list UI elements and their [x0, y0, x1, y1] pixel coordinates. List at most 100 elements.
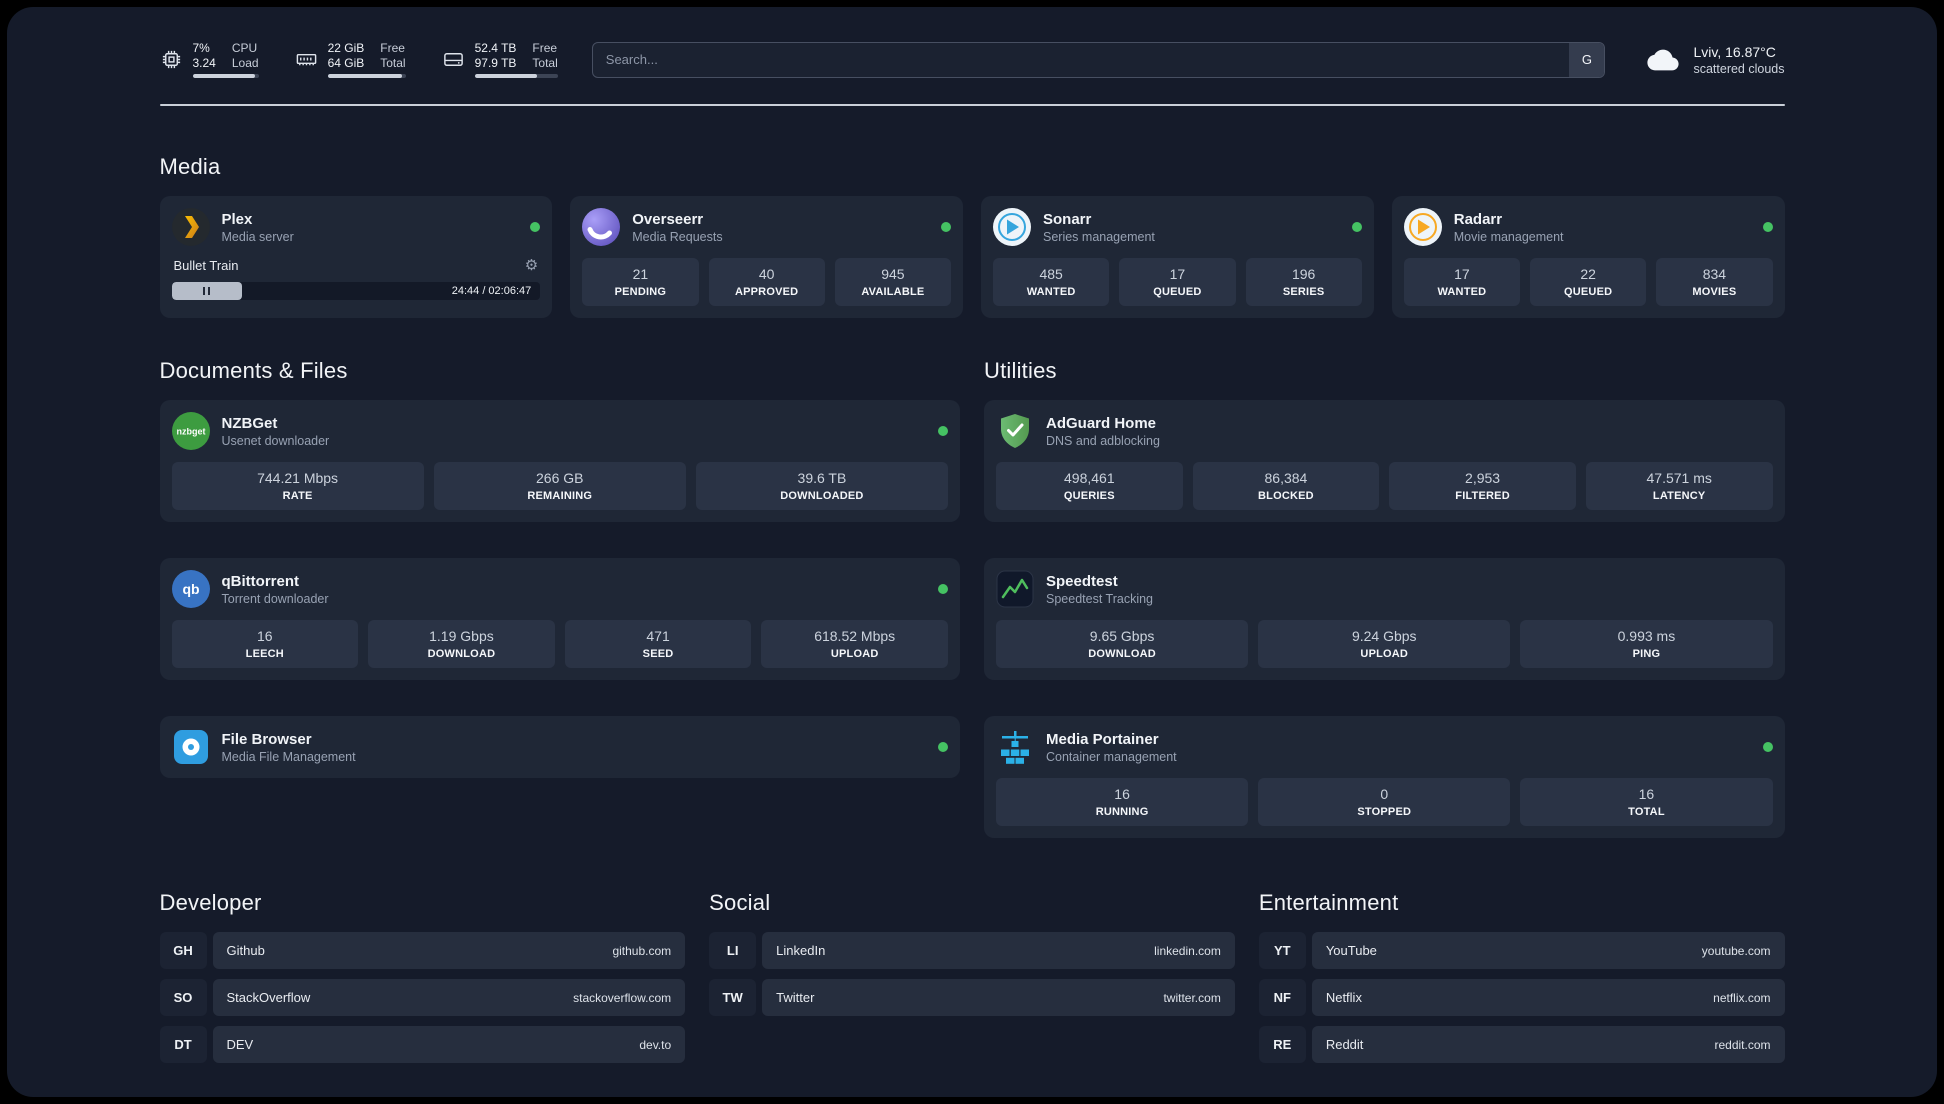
disk-widget: 52.4 TB Free 97.9 TB Total: [442, 41, 558, 78]
section-title-media: Media: [159, 154, 221, 179]
bookmark-reddit[interactable]: RE Reddit reddit.com: [1258, 1026, 1785, 1063]
app-name: AdGuard Home: [1046, 414, 1157, 432]
app-card-filebrowser[interactable]: File Browser Media File Management: [159, 716, 960, 778]
disk-total-value: 97.9 TB: [474, 56, 517, 70]
section-title-developer: Developer: [159, 890, 262, 915]
cpu-icon: [160, 48, 183, 71]
stat-label: AVAILABLE: [861, 286, 925, 298]
stat-label: DOWNLOAD: [427, 648, 496, 660]
weather-widget: Lviv, 16.87°C scattered clouds: [1645, 44, 1785, 76]
stat-value: 744.21 Mbps: [257, 470, 339, 486]
qbittorrent-icon: qb: [171, 570, 210, 608]
stat-label: PENDING: [614, 286, 667, 298]
search-input[interactable]: [591, 41, 1606, 78]
stat-queries: 498,461 QUERIES: [996, 462, 1183, 510]
app-card-portainer[interactable]: Media Portainer Container management 16 …: [984, 716, 1785, 838]
stat-label: MOVIES: [1692, 286, 1737, 298]
stat-rate: 744.21 Mbps RATE: [171, 462, 424, 510]
section-utilities: Utilities AdGuard Home DNS and adblockin…: [984, 358, 1785, 838]
topbar: 7% CPU 3.24 Load 22 GiB Free 64 G: [160, 41, 1785, 78]
bookmark-abbr: RE: [1258, 1026, 1306, 1063]
app-name: Media Portainer: [1046, 730, 1159, 748]
gear-icon[interactable]: ⚙: [524, 257, 539, 274]
bookmark-url: linkedin.com: [1154, 943, 1221, 958]
app-desc: Usenet downloader: [221, 433, 330, 448]
radarr-icon: [1403, 208, 1442, 246]
plex-icon: [171, 208, 210, 246]
stat-label: TOTAL: [1628, 806, 1665, 818]
status-dot: [1351, 222, 1362, 232]
cloud-icon: [1645, 47, 1681, 73]
app-card-adguard[interactable]: AdGuard Home DNS and adblocking 498,461 …: [984, 400, 1785, 522]
stat-value: 16: [1114, 786, 1130, 802]
stats-row: 16 LEECH 1.19 Gbps DOWNLOAD 471 SEED: [171, 620, 948, 668]
stat-value: 0: [1380, 786, 1389, 802]
bookmark-name: StackOverflow: [226, 990, 311, 1005]
playback-progress-bar[interactable]: 24:44 / 02:06:47: [171, 282, 541, 300]
overseerr-icon: [582, 208, 621, 246]
cpu-label: CPU: [231, 41, 258, 55]
app-desc: Media Requests: [632, 229, 723, 244]
stat-label: PING: [1632, 648, 1661, 660]
stat-download: 9.65 Gbps DOWNLOAD: [996, 620, 1249, 668]
bookmark-url: reddit.com: [1714, 1037, 1771, 1052]
bookmark-github[interactable]: GH Github github.com: [159, 932, 686, 969]
app-name: Overseerr: [632, 210, 704, 228]
search-engine-button[interactable]: G: [1569, 42, 1605, 77]
stat-value: 196: [1291, 266, 1316, 282]
bookmark-name: DEV: [226, 1037, 254, 1052]
topbar-divider: [159, 104, 1785, 106]
app-name: Radarr: [1453, 210, 1503, 228]
stat-wanted: 485 WANTED: [993, 258, 1110, 306]
filebrowser-icon: [172, 728, 210, 766]
section-title-utilities: Utilities: [984, 358, 1057, 383]
stat-value: 17: [1169, 266, 1186, 282]
section-title-documents: Documents & Files: [159, 358, 348, 383]
bookmark-youtube[interactable]: YT YouTube youtube.com: [1258, 932, 1785, 969]
status-dot: [938, 584, 948, 594]
ram-free-label: Free: [380, 41, 405, 55]
playback-time: 24:44 / 02:06:47: [451, 285, 532, 297]
app-card-plex[interactable]: Plex Media server Bullet Train ⚙ 24:44: [159, 196, 553, 318]
stat-available: 945 AVAILABLE: [834, 258, 951, 306]
bookmark-name: Netflix: [1325, 990, 1362, 1005]
bookmark-stackoverflow[interactable]: SO StackOverflow stackoverflow.com: [159, 979, 686, 1016]
app-card-sonarr[interactable]: Sonarr Series management 485 WANTED 17 Q…: [981, 196, 1374, 318]
bookmark-linkedin[interactable]: LI LinkedIn linkedin.com: [709, 932, 1235, 969]
stats-row: 498,461 QUERIES 86,384 BLOCKED 2,953 FIL…: [996, 462, 1773, 510]
stat-movies: 834 MOVIES: [1656, 258, 1773, 306]
dashboard-panel: 7% CPU 3.24 Load 22 GiB Free 64 G: [7, 7, 1937, 1097]
app-name: File Browser: [221, 730, 312, 748]
app-desc: Series management: [1043, 229, 1155, 244]
app-card-radarr[interactable]: Radarr Movie management 17 WANTED 22 QUE…: [1391, 196, 1785, 318]
app-name: NZBGet: [221, 414, 278, 432]
app-card-qbittorrent[interactable]: qb qBittorrent Torrent downloader 16: [159, 558, 960, 680]
sonarr-icon: [993, 208, 1031, 246]
stat-stopped: 0 STOPPED: [1258, 778, 1511, 826]
stat-blocked: 86,384 BLOCKED: [1192, 462, 1380, 510]
now-playing: Bullet Train ⚙ 24:44 / 02:06:47: [171, 257, 541, 300]
ram-free-value: 22 GiB: [327, 41, 365, 55]
stat-label: DOWNLOADED: [780, 490, 864, 502]
status-dot: [938, 742, 948, 752]
ram-bar: [327, 74, 406, 78]
bookmark-twitter[interactable]: TW Twitter twitter.com: [709, 979, 1235, 1016]
bookmark-dev[interactable]: DT DEV dev.to: [159, 1026, 686, 1063]
disk-free-value: 52.4 TB: [474, 41, 517, 55]
stat-remaining: 266 GB REMAINING: [433, 462, 686, 510]
stat-label: DOWNLOAD: [1088, 648, 1156, 660]
media-grid: Plex Media server Bullet Train ⚙ 24:44: [159, 196, 1785, 318]
bookmark-name: LinkedIn: [776, 943, 826, 958]
pause-icon[interactable]: [202, 287, 212, 295]
app-card-overseerr[interactable]: Overseerr Media Requests 21 PENDING 40 A…: [570, 196, 963, 318]
stat-download: 1.19 Gbps DOWNLOAD: [368, 620, 555, 668]
app-card-speedtest[interactable]: Speedtest Speedtest Tracking 9.65 Gbps D…: [984, 558, 1785, 680]
app-card-nzbget[interactable]: nzbget NZBGet Usenet downloader 744.21 M…: [159, 400, 960, 522]
stat-filtered: 2,953 FILTERED: [1389, 462, 1576, 510]
portainer-icon: [996, 728, 1034, 766]
bookmark-abbr: LI: [709, 932, 757, 969]
stats-row: 9.65 Gbps DOWNLOAD 9.24 Gbps UPLOAD 0.99…: [996, 620, 1773, 668]
bookmark-netflix[interactable]: NF Netflix netflix.com: [1258, 979, 1785, 1016]
disk-free-label: Free: [532, 41, 558, 55]
stat-value: 39.6 TB: [797, 470, 847, 486]
